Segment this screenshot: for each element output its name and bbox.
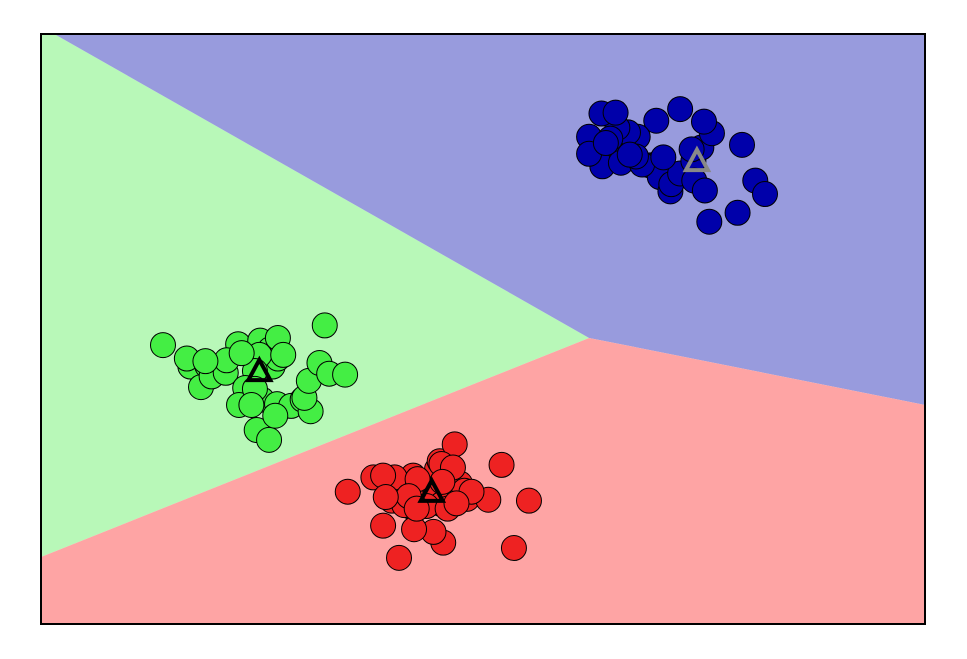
decision-region-0 [41, 34, 590, 557]
data-point-cluster-0 [238, 391, 265, 418]
data-point-cluster-1 [691, 177, 718, 204]
decision-regions [41, 34, 925, 624]
data-point-cluster-1 [592, 130, 619, 157]
data-point-cluster-1 [729, 131, 756, 158]
data-point-cluster-1 [650, 144, 677, 171]
data-point-cluster-1 [616, 141, 643, 168]
data-point-cluster-0 [149, 332, 176, 359]
data-point-cluster-1 [696, 208, 723, 235]
decision-region-2 [41, 337, 925, 624]
data-point-cluster-0 [332, 361, 359, 388]
data-point-cluster-1 [691, 108, 717, 135]
data-point-cluster-1 [667, 96, 694, 123]
data-point-cluster-2 [500, 535, 527, 562]
data-point-cluster-2 [515, 487, 542, 514]
cluster-center-marker-0 [244, 355, 274, 383]
data-point-cluster-1 [602, 99, 629, 126]
plot-frame [40, 33, 926, 625]
data-point-cluster-2 [372, 484, 399, 511]
data-point-cluster-0 [256, 426, 283, 453]
data-point-cluster-1 [643, 107, 670, 134]
data-point-cluster-2 [443, 490, 470, 517]
data-point-cluster-0 [228, 340, 255, 367]
data-point-cluster-2 [386, 544, 413, 571]
data-point-cluster-0 [192, 348, 219, 375]
data-point-cluster-2 [334, 478, 361, 505]
data-points [149, 96, 778, 571]
data-point-cluster-0 [311, 312, 338, 339]
data-point-cluster-1 [751, 181, 778, 208]
cluster-center-marker-2 [417, 476, 447, 503]
data-point-cluster-2 [370, 512, 397, 539]
data-point-cluster-0 [270, 341, 297, 368]
data-point-cluster-2 [488, 451, 515, 478]
data-point-cluster-1 [724, 199, 751, 226]
cluster-centers [244, 145, 712, 503]
data-point-cluster-0 [262, 402, 289, 429]
cluster-center-marker-1 [682, 145, 712, 173]
